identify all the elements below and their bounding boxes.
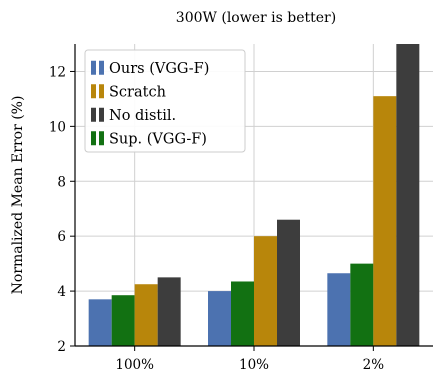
y-tick-label: 8 <box>57 174 66 190</box>
legend-label: No distil. <box>109 108 176 124</box>
legend-swatch <box>99 60 104 75</box>
bar <box>396 44 420 346</box>
legend-swatch <box>99 131 104 146</box>
bar <box>88 299 112 346</box>
legend-swatch <box>99 84 104 99</box>
bar <box>373 96 397 346</box>
bars <box>88 44 420 346</box>
bar <box>111 295 135 346</box>
legend-swatch <box>91 107 96 122</box>
legend: Ours (VGG-F) Scratch No distil. Sup. (VGG-F… <box>84 49 246 153</box>
x-tick-label: 2% <box>363 357 385 373</box>
chart-title: 300W (lower is better) <box>176 10 336 26</box>
bar <box>350 263 374 346</box>
y-axis-label: Normalized Mean Error (%) <box>10 96 26 295</box>
bar <box>277 219 300 346</box>
legend-swatch <box>91 60 96 75</box>
y-tick-label: 10 <box>49 119 66 135</box>
legend-label: Ours (VGG-F) <box>109 61 209 77</box>
bar <box>231 281 254 346</box>
bar <box>134 284 158 346</box>
x-tick-label: 100% <box>115 357 154 373</box>
legend-label: Sup. (VGG-F) <box>109 131 207 147</box>
bar <box>254 236 277 346</box>
axes <box>70 44 433 351</box>
tick-labels: 2 4 6 8 10 12 100% 10% 2% <box>49 64 384 373</box>
y-tick-label: 2 <box>57 339 66 355</box>
legend-swatch <box>91 131 96 146</box>
bar <box>208 291 231 346</box>
legend-swatch <box>99 107 104 122</box>
legend-label: Scratch <box>109 84 166 100</box>
bar <box>327 273 351 346</box>
legend-box <box>84 49 246 153</box>
y-tick-label: 4 <box>57 284 66 300</box>
y-tick-label: 6 <box>57 229 66 245</box>
x-tick-label: 10% <box>239 357 269 373</box>
y-tick-label: 12 <box>49 64 66 80</box>
legend-swatch <box>91 84 96 99</box>
bar <box>157 277 181 346</box>
